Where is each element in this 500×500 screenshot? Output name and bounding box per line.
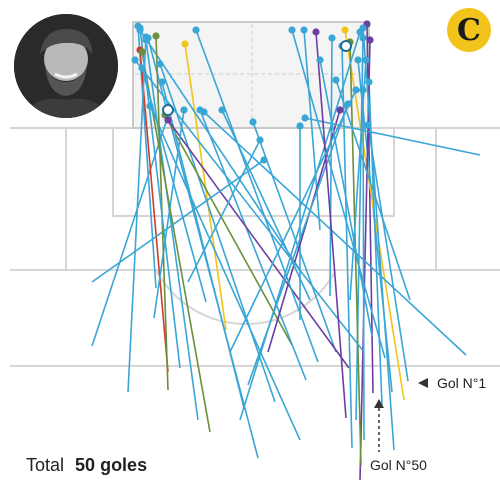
shot-end-11 — [158, 78, 166, 86]
shot-line-38 — [203, 111, 467, 356]
shot-line-29 — [303, 29, 321, 231]
shot-end-32 — [218, 106, 226, 114]
shot-line-43 — [187, 139, 261, 283]
shot-line-30 — [267, 109, 341, 353]
shot-line-1 — [367, 124, 409, 382]
shot-line-46 — [149, 105, 301, 441]
shot-end-21 — [359, 34, 367, 42]
penalty-arc — [155, 269, 337, 325]
shot-line-44 — [91, 159, 265, 283]
last-goal-arrowhead — [374, 399, 384, 408]
shot-end-42 — [192, 26, 200, 34]
shot-end-43 — [256, 136, 264, 144]
shot-line-42 — [195, 29, 319, 363]
shot-line-41 — [229, 89, 357, 353]
brand-logo: C — [447, 8, 491, 52]
shot-line-34 — [319, 59, 373, 337]
shot-line-15 — [167, 119, 350, 369]
shot-line-14 — [139, 29, 301, 271]
shot-line-40 — [315, 31, 347, 419]
shot-end-8 — [156, 60, 164, 68]
shot-end-31 — [344, 100, 352, 108]
shot-end-39 — [301, 114, 309, 122]
shot-end-22 — [365, 78, 373, 86]
shot-line-23 — [359, 39, 371, 481]
shot-line-9 — [164, 114, 293, 346]
shot-line-24 — [362, 89, 365, 441]
shot-line-10 — [139, 49, 169, 373]
brand-logo-letter: C — [457, 13, 481, 48]
shot-end-19 — [142, 33, 150, 41]
shot-line-17 — [153, 109, 185, 319]
shot-end-20 — [341, 26, 349, 34]
shots-layer — [91, 20, 481, 481]
first-goal-marker — [418, 378, 428, 388]
shot-line-19 — [127, 36, 147, 393]
shot-end-46 — [146, 102, 154, 110]
shot-end-18 — [138, 48, 146, 56]
shot-end-41 — [352, 86, 360, 94]
shot-end-6 — [181, 40, 189, 48]
shot-end-30 — [336, 106, 344, 114]
shot-end-37 — [131, 56, 139, 64]
shot-line-12 — [199, 109, 307, 381]
shot-end-50 — [362, 56, 370, 64]
shot-end-13 — [249, 118, 257, 126]
shot-end-23 — [366, 36, 374, 44]
shot-end-15 — [164, 116, 172, 124]
last-goal-label: Gol N°50 — [370, 457, 427, 473]
shot-end-27 — [296, 122, 304, 130]
shot-line-49 — [362, 27, 395, 451]
first-goal-arrowhead — [418, 378, 428, 388]
total-value: 50 goles — [75, 455, 148, 475]
shot-line-21 — [355, 37, 364, 421]
shot-line-36 — [335, 79, 411, 301]
shot-line-25 — [341, 45, 353, 449]
shot-line-11 — [161, 81, 245, 409]
shot-end-16 — [354, 56, 362, 64]
shot-end-48 — [136, 24, 144, 32]
shot-line-48 — [139, 27, 181, 369]
shot-line-8 — [159, 63, 276, 403]
shot-end-28 — [328, 34, 336, 42]
shot-end-29 — [300, 26, 308, 34]
shot-end-47 — [152, 32, 160, 40]
shot-line-3 — [91, 109, 171, 347]
shot-end-38 — [200, 108, 208, 116]
last-goal-marker — [374, 399, 384, 452]
shot-end-40 — [312, 28, 320, 36]
shot-end-1 — [364, 121, 372, 129]
highlight-ring-1 — [162, 104, 174, 116]
shot-end-17 — [180, 106, 188, 114]
shot-line-33 — [239, 31, 361, 421]
total-summary: Total 50 goles — [26, 455, 147, 476]
player-portrait — [14, 14, 118, 118]
pitch-lines — [10, 127, 500, 367]
player-photo — [14, 14, 118, 118]
shot-end-45 — [138, 64, 146, 72]
shot-line-50 — [349, 59, 367, 301]
shot-end-36 — [332, 76, 340, 84]
shot-end-49 — [359, 24, 367, 32]
shot-end-44 — [260, 156, 268, 164]
shot-line-39 — [304, 117, 481, 156]
shot-end-24 — [359, 86, 367, 94]
shot-line-5 — [145, 39, 199, 421]
shot-end-34 — [316, 56, 324, 64]
total-label: Total — [26, 455, 65, 475]
highlight-ring-2 — [340, 40, 352, 52]
shot-line-35 — [291, 29, 386, 359]
shot-end-35 — [288, 26, 296, 34]
first-goal-label: Gol N°1 — [437, 375, 487, 391]
